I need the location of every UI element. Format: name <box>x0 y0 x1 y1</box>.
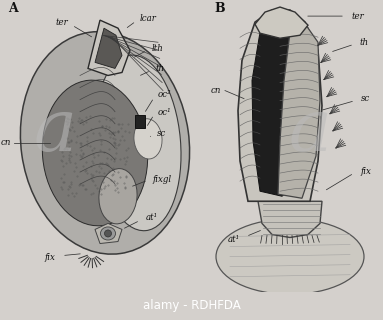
Polygon shape <box>252 18 308 196</box>
Text: sc: sc <box>157 129 167 138</box>
Text: B: B <box>214 2 224 15</box>
Text: a: a <box>288 96 332 166</box>
Text: sc: sc <box>362 94 371 103</box>
Text: at¹: at¹ <box>146 213 158 222</box>
Text: fix: fix <box>360 167 372 176</box>
Text: cn: cn <box>211 86 221 95</box>
Text: A: A <box>8 2 18 15</box>
Text: a: a <box>33 96 77 166</box>
Text: th: th <box>155 64 165 73</box>
Ellipse shape <box>95 55 181 231</box>
Text: ter: ter <box>56 18 69 27</box>
Polygon shape <box>278 25 320 198</box>
Ellipse shape <box>20 32 190 254</box>
Ellipse shape <box>100 227 116 240</box>
Ellipse shape <box>42 80 148 226</box>
Text: oc²: oc² <box>157 90 171 99</box>
Text: lcar: lcar <box>139 14 156 23</box>
Text: at¹: at¹ <box>228 235 240 244</box>
Ellipse shape <box>134 119 162 159</box>
Polygon shape <box>95 28 122 68</box>
Text: lth: lth <box>152 44 164 53</box>
FancyBboxPatch shape <box>135 115 145 128</box>
Text: alamy - RDHFDA: alamy - RDHFDA <box>142 300 241 312</box>
Polygon shape <box>88 20 130 76</box>
Polygon shape <box>95 223 122 244</box>
Ellipse shape <box>216 219 364 294</box>
Ellipse shape <box>105 230 111 237</box>
Polygon shape <box>258 201 322 237</box>
Text: oc¹: oc¹ <box>157 108 171 117</box>
Text: fixgl: fixgl <box>152 175 172 184</box>
Text: th: th <box>360 38 368 47</box>
Polygon shape <box>238 10 322 201</box>
Ellipse shape <box>99 169 137 224</box>
Polygon shape <box>255 7 308 38</box>
Text: fix: fix <box>44 253 56 262</box>
Text: ter: ter <box>352 12 364 20</box>
Text: cn: cn <box>1 139 11 148</box>
